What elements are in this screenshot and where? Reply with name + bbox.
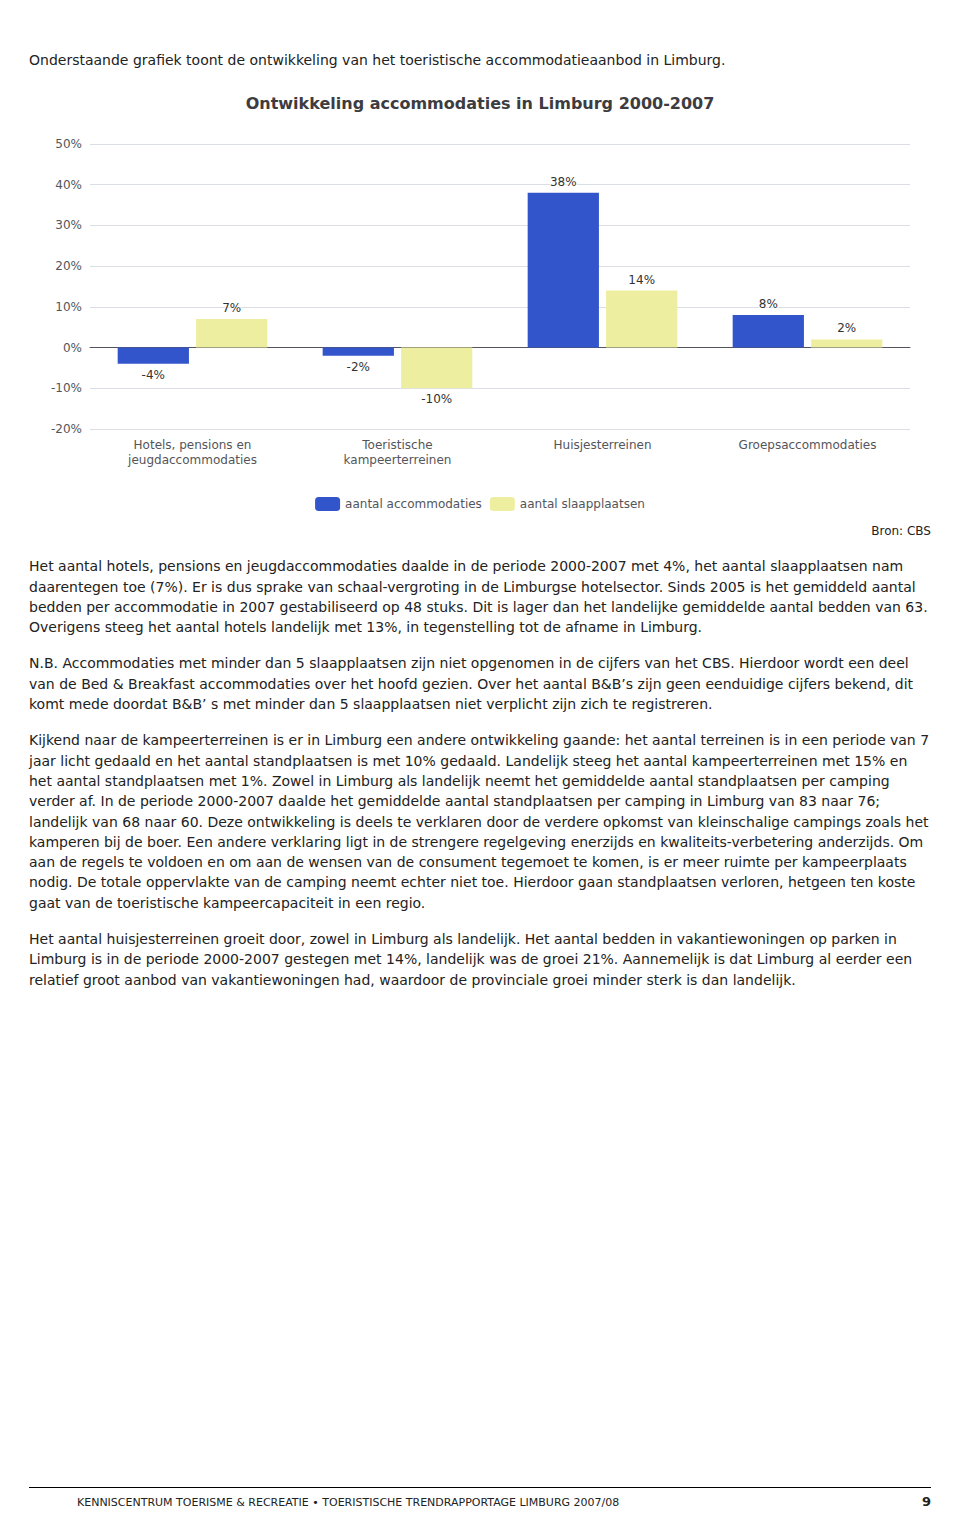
svg-text:-10%: -10% — [421, 393, 452, 407]
html-text:Bron: CBS: Bron: CBS — [871, 524, 931, 539]
svg-text:38%: 38% — [550, 175, 577, 189]
svg-text:40%: 40% — [55, 178, 82, 192]
html-text:9: 9 — [922, 1494, 931, 1509]
html-text:KENNISCENTRUM TOERISME & RECRE: KENNISCENTRUM TOERISME & RECREATIE • TOE… — [77, 1496, 620, 1509]
html-text:Onderstaande grafiek toont de: Onderstaande grafiek toont de ontwikkeli… — [29, 52, 726, 68]
svg-text:kampeerterreinen: kampeerterreinen — [344, 453, 452, 467]
svg-text:Toeristische: Toeristische — [361, 438, 432, 452]
svg-text:Groepsaccommodaties: Groepsaccommodaties — [739, 438, 877, 452]
html-text:Kijkend naar de kampeerterrein: Kijkend naar de kampeerterreinen is er i… — [29, 732, 934, 911]
html-text:Het aantal hotels, pensions en: Het aantal hotels, pensions en jeugdacco… — [29, 558, 932, 636]
svg-text:-4%: -4% — [142, 368, 165, 382]
svg-text:2%: 2% — [837, 322, 856, 336]
svg-text:aantal accommodaties: aantal accommodaties — [345, 497, 482, 511]
svg-text:20%: 20% — [55, 259, 82, 273]
svg-text:0%: 0% — [63, 341, 82, 355]
html-text:Het aantal huisjesterreinen gr: Het aantal huisjesterreinen groeit door,… — [29, 931, 917, 988]
svg-text:8%: 8% — [759, 297, 778, 311]
svg-text:50%: 50% — [55, 137, 82, 151]
svg-text:10%: 10% — [55, 300, 82, 314]
svg-text:7%: 7% — [222, 301, 241, 315]
html-text:N.B. Accommodaties met minder: N.B. Accommodaties met minder dan 5 slaa… — [29, 655, 918, 713]
svg-text:-10%: -10% — [51, 382, 82, 396]
svg-text:jeugdaccommodaties: jeugdaccommodaties — [127, 453, 257, 467]
svg-text:Ontwikkeling accommodaties in: Ontwikkeling accommodaties in Limburg 20… — [246, 94, 715, 113]
svg-text:-20%: -20% — [51, 422, 82, 436]
svg-text:-2%: -2% — [347, 360, 370, 374]
svg-text:Hotels, pensions en: Hotels, pensions en — [134, 438, 252, 452]
svg-text:14%: 14% — [628, 273, 655, 287]
svg-text:Huisjesterreinen: Huisjesterreinen — [554, 438, 652, 452]
svg-text:aantal slaapplaatsen: aantal slaapplaatsen — [520, 497, 645, 511]
svg-text:30%: 30% — [55, 219, 82, 233]
